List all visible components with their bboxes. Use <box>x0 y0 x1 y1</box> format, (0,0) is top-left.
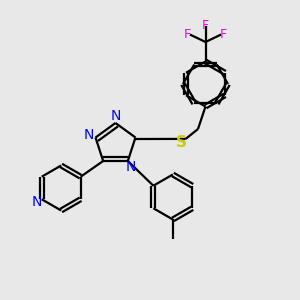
Text: N: N <box>110 110 121 123</box>
Text: F: F <box>202 19 209 32</box>
Text: F: F <box>220 28 227 41</box>
Text: N: N <box>32 195 42 209</box>
Text: N: N <box>126 160 136 174</box>
Text: F: F <box>184 28 191 41</box>
Text: S: S <box>176 135 187 150</box>
Text: N: N <box>84 128 94 142</box>
